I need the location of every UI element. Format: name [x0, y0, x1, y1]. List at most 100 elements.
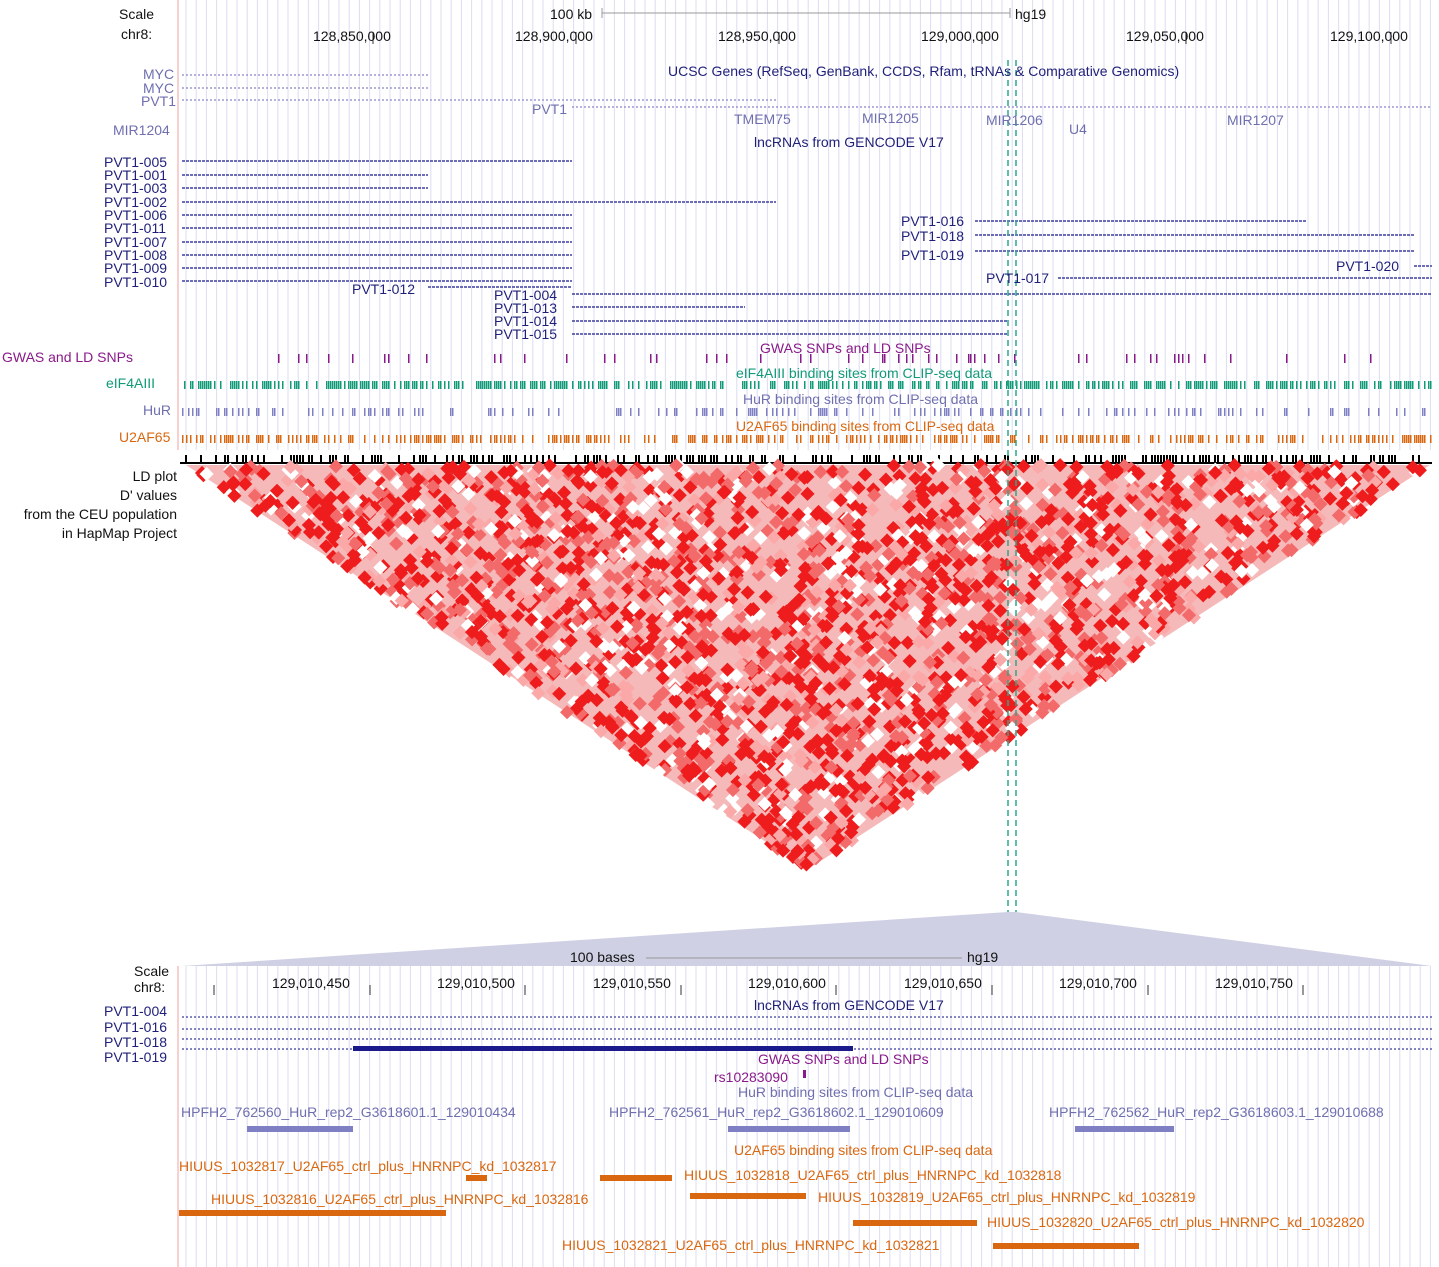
ld-cell — [571, 463, 586, 478]
transcript-label[interactable]: PVT1-012 — [352, 281, 416, 297]
eif4a3-site-tick — [490, 381, 492, 389]
gene-label-tmem75[interactable]: TMEM75 — [734, 111, 791, 127]
u2af65-site-tick — [1378, 435, 1380, 443]
transcript-label[interactable]: PVT1-005 — [104, 154, 168, 170]
snp-position-tick — [1073, 455, 1075, 463]
ld-cell — [472, 527, 487, 542]
snp-position-tick — [1169, 455, 1171, 463]
hur-feature-label[interactable]: HPFH2_762560_HuR_rep2_G3618601.1_1290104… — [181, 1104, 516, 1120]
eif4a3-site-tick — [266, 381, 268, 389]
gene-label-pvt1[interactable]: PVT1 — [532, 101, 568, 117]
gene-label-myc[interactable]: MYC — [143, 80, 175, 96]
transcript-label[interactable]: PVT1-015 — [494, 326, 558, 342]
ld-cell — [434, 610, 449, 625]
eif4a3-site-tick — [1088, 381, 1090, 389]
snp-label[interactable]: rs10283090 — [714, 1069, 788, 1085]
transcript-label[interactable]: PVT1-008 — [104, 247, 168, 263]
ld-cell — [1385, 477, 1400, 492]
u2af65-feature-label[interactable]: HIUUS_1032819_U2AF65_ctrl_plus_HNRNPC_kd… — [818, 1189, 1196, 1205]
u2af65-site-tick — [328, 435, 330, 443]
transcript-label[interactable]: PVT1-009 — [104, 260, 168, 276]
u2af65-site-tick — [1086, 435, 1088, 443]
u2af65-site-tick — [1418, 435, 1420, 443]
hur-feature-label[interactable]: HPFH2_762562_HuR_rep2_G3618603.1_1290106… — [1049, 1104, 1384, 1120]
u2af65-site-tick — [500, 435, 502, 443]
snp-position-tick — [1208, 455, 1210, 463]
hur-site-tick — [242, 408, 244, 416]
gene-label-mir1206[interactable]: MIR1206 — [986, 112, 1043, 128]
ld-cell — [899, 692, 914, 707]
gwas-snp-tick — [998, 354, 1000, 363]
transcript-label[interactable]: PVT1-011 — [104, 220, 166, 236]
transcript-label[interactable]: PVT1-010 — [104, 274, 168, 290]
snp-position-tick — [596, 455, 598, 463]
transcript-label[interactable]: PVT1-004 — [494, 287, 558, 303]
u2af65-feature-label[interactable]: HIUUS_1032818_U2AF65_ctrl_plus_HNRNPC_kd… — [684, 1167, 1062, 1183]
eif4a3-site-tick — [870, 381, 872, 389]
gwas-snp-tick — [848, 354, 850, 363]
gene-label-pvt1[interactable]: PVT1 — [141, 93, 177, 109]
ld-cell — [657, 710, 672, 725]
hur-site-tick — [1154, 408, 1156, 416]
bottom-transcript-label[interactable]: PVT1-018 — [104, 1034, 168, 1050]
ld-cell — [1157, 606, 1172, 621]
transcript-label[interactable]: PVT1-002 — [104, 194, 168, 210]
u2af65-feature-label[interactable]: HIUUS_1032816_U2AF65_ctrl_plus_HNRNPC_kd… — [211, 1191, 589, 1207]
eif4a3-site-tick — [360, 381, 362, 389]
u2af65-site-tick — [694, 435, 696, 443]
transcript-label[interactable]: PVT1-013 — [494, 300, 558, 316]
gene-label-mir1207[interactable]: MIR1207 — [1227, 112, 1284, 128]
top-coord: 129,000,000 — [921, 28, 999, 44]
gene-label-myc[interactable]: MYC — [143, 66, 175, 82]
eif4a3-site-tick — [438, 381, 440, 389]
ld-cell — [776, 735, 791, 750]
transcript-label[interactable]: PVT1-014 — [494, 313, 558, 329]
transcript-label[interactable]: PVT1-003 — [104, 180, 168, 196]
eif4a3-site-tick — [1068, 381, 1070, 389]
transcript-label[interactable]: PVT1-001 — [104, 167, 168, 183]
eif4a3-site-tick — [484, 381, 486, 389]
eif4a3-site-tick — [534, 381, 536, 389]
eif4a3-site-tick — [290, 381, 292, 389]
u2af65-site-tick — [1126, 435, 1128, 443]
transcript-label[interactable]: PVT1-006 — [104, 207, 168, 223]
ld-cell — [379, 496, 394, 511]
hur-site-tick — [1262, 408, 1264, 416]
ld-cell — [319, 539, 334, 554]
u2af65-site-tick — [716, 435, 718, 443]
ld-cell — [1126, 588, 1141, 603]
ld-cell — [1327, 464, 1342, 479]
transcript-label[interactable]: PVT1-007 — [104, 234, 168, 250]
u2af65-feature-label[interactable]: HIUUS_1032817_U2AF65_ctrl_plus_HNRNPC_kd… — [179, 1158, 557, 1174]
eif4a3-site-tick — [1056, 381, 1058, 389]
bottom-transcript-label[interactable]: PVT1-016 — [104, 1019, 168, 1035]
transcript-label[interactable]: PVT1-018 — [901, 228, 965, 244]
bottom-transcript-label[interactable]: PVT1-004 — [104, 1003, 168, 1019]
u2af65-site-tick — [1110, 435, 1112, 443]
gwas-snp-tick — [298, 354, 300, 363]
bottom-transcript-label[interactable]: PVT1-019 — [104, 1049, 168, 1065]
ld-cell — [1069, 480, 1085, 495]
u2af65-site-tick — [1262, 435, 1264, 443]
snp-position-tick — [1394, 455, 1396, 463]
gwas-snp-tick — [566, 354, 568, 363]
ld-cell — [851, 526, 866, 542]
gene-label-mir1205[interactable]: MIR1205 — [862, 110, 919, 126]
gene-label-mir1204[interactable]: MIR1204 — [113, 122, 170, 138]
transcript-label[interactable]: PVT1-019 — [901, 247, 965, 263]
transcript-label[interactable]: PVT1-016 — [901, 213, 965, 229]
transcript-label[interactable]: PVT1-020 — [1336, 258, 1400, 274]
gene-label-u4[interactable]: U4 — [1069, 121, 1087, 137]
bottom-gwas-title: GWAS SNPs and LD SNPs — [758, 1051, 929, 1067]
ld-cell — [568, 661, 583, 676]
ld-cell — [461, 486, 476, 501]
u2af65-feature-label[interactable]: HIUUS_1032821_U2AF65_ctrl_plus_HNRNPC_kd… — [562, 1237, 940, 1253]
hur-feature-label[interactable]: HPFH2_762561_HuR_rep2_G3618602.1_1290106… — [609, 1104, 944, 1120]
ld-cell — [875, 645, 891, 660]
u2af65-site-tick — [782, 435, 784, 443]
ld-cell — [1122, 574, 1137, 589]
u2af65-feature-label[interactable]: HIUUS_1032820_U2AF65_ctrl_plus_HNRNPC_kd… — [987, 1214, 1365, 1230]
transcript-label[interactable]: PVT1-017 — [986, 270, 1050, 286]
ld-cell — [411, 472, 426, 487]
ld-cell — [1170, 495, 1185, 510]
